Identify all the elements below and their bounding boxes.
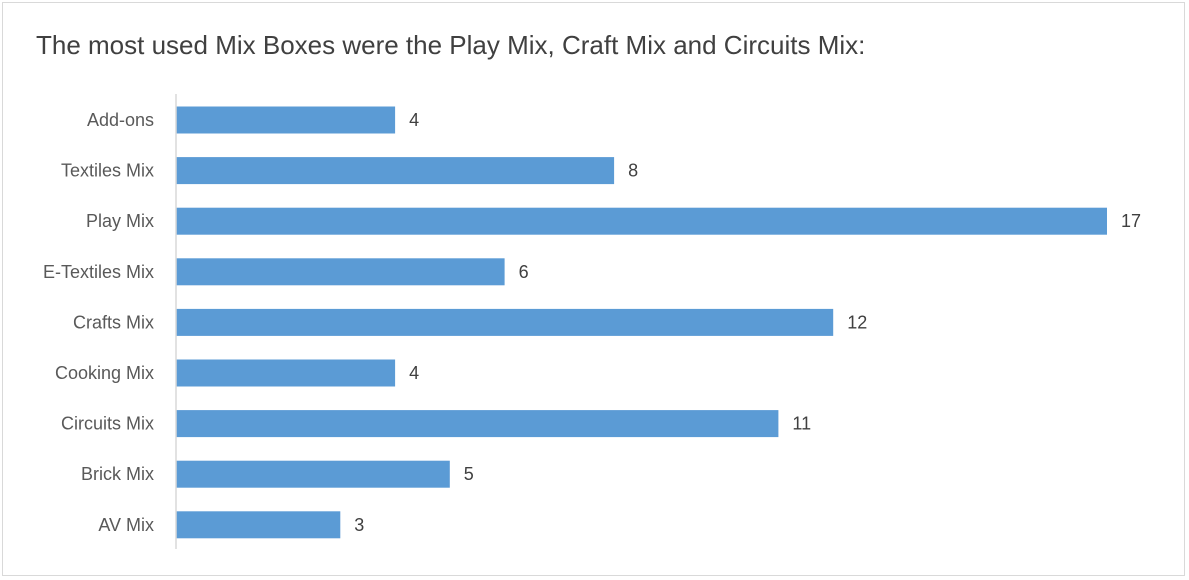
data-label: 5 bbox=[464, 464, 474, 484]
chart-title: The most used Mix Boxes were the Play Mi… bbox=[36, 30, 866, 60]
data-label: 11 bbox=[792, 414, 811, 434]
category-label: Play Mix bbox=[86, 211, 154, 231]
category-label: Textiles Mix bbox=[61, 161, 154, 181]
bar-play-mix bbox=[176, 207, 1107, 235]
data-label: 6 bbox=[519, 262, 529, 282]
category-label: Brick Mix bbox=[81, 464, 154, 484]
data-labels: 4 8 17 6 12 4 11 5 3 bbox=[354, 110, 1141, 535]
category-label: Add-ons bbox=[87, 110, 154, 130]
category-label: E-Textiles Mix bbox=[43, 262, 154, 282]
category-label: Cooking Mix bbox=[55, 363, 154, 383]
category-label: AV Mix bbox=[98, 515, 154, 535]
bar-textiles-mix bbox=[176, 157, 615, 185]
bar-av-mix bbox=[176, 511, 341, 539]
data-label: 17 bbox=[1121, 211, 1141, 231]
bar-add-ons bbox=[176, 106, 396, 134]
data-label: 4 bbox=[409, 110, 419, 130]
data-label: 8 bbox=[628, 161, 638, 181]
bar-circuits-mix bbox=[176, 410, 779, 438]
category-labels: Add-ons Textiles Mix Play Mix E-Textiles Mi… bbox=[43, 110, 154, 535]
bar-series bbox=[176, 106, 1107, 539]
data-label: 12 bbox=[847, 312, 867, 332]
category-label: Circuits Mix bbox=[61, 414, 154, 434]
bar-crafts-mix bbox=[176, 308, 834, 336]
bar-cooking-mix bbox=[176, 359, 396, 387]
bar-e-textiles-mix bbox=[176, 258, 505, 286]
data-label: 3 bbox=[354, 515, 364, 535]
category-label: Crafts Mix bbox=[73, 312, 154, 332]
bar-brick-mix bbox=[176, 460, 450, 488]
data-label: 4 bbox=[409, 363, 419, 383]
